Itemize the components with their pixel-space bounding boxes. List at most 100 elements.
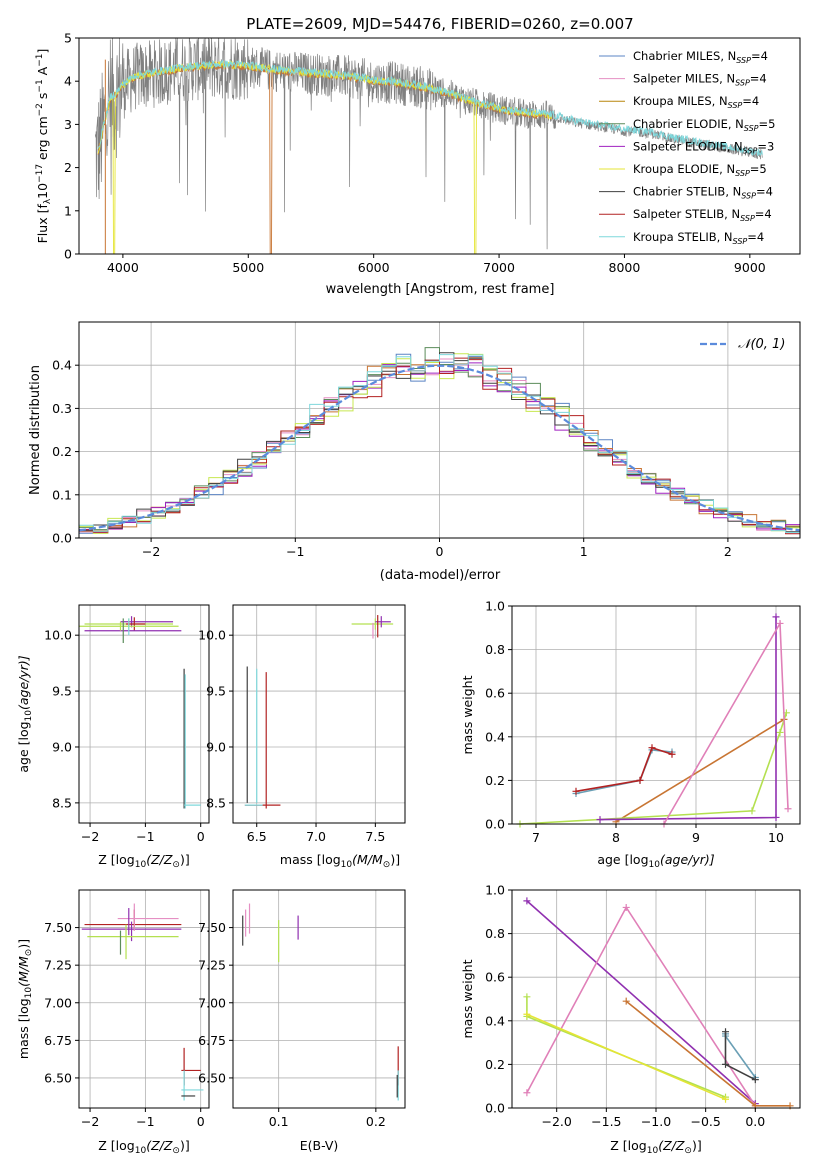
residual-legend-label: 𝒩(0, 1): [738, 337, 785, 352]
spectrum-ytick-label: 3: [64, 117, 72, 132]
spectrum-axes-frame: [78, 37, 801, 255]
spectrum-ytick-label: 1: [64, 203, 72, 218]
spectrum-xtick-label: 5000: [232, 260, 264, 275]
massweight-vs-age-point: [776, 728, 784, 736]
massweight-vs-z-data: [523, 897, 794, 1110]
mass-vs-z-ytick-label: 7.50: [44, 920, 72, 935]
residual-ytick-label: 0.3: [52, 401, 72, 416]
age-vs-mass-xtick-label: 6.5: [247, 829, 267, 844]
massweight-vs-z-point: [523, 993, 531, 1001]
massweight-vs-z-ytick-label: 0.2: [485, 1057, 505, 1072]
massweight-vs-age-point: [596, 816, 604, 824]
massweight-vs-z-series-line: [526, 900, 756, 1105]
spectrum-ytick-label: 4: [64, 74, 72, 89]
massweight-vs-z-point: [523, 897, 531, 905]
massweight-vs-z-point: [622, 997, 630, 1005]
massweight-vs-z-ylabel: mass weight: [460, 959, 475, 1038]
residual-histogram: [79, 357, 800, 535]
massweight-vs-age-xtick-label: 10: [768, 830, 784, 845]
residual-histogram: [79, 354, 800, 533]
massweight-vs-z-point: [751, 1076, 759, 1084]
mass-vs-z-xlabel: Z [log10(Z/Z⊙)]: [98, 1138, 189, 1156]
massweight-vs-age-panel: 7 8 9 10 0.0 0.2 0.4 0.6 0.8 1.0: [485, 599, 801, 845]
massweight-vs-age-point: [776, 619, 784, 627]
spectrum-legend: Chabrier MILES, NSSP=4 Salpeter MILES, NS…: [599, 49, 775, 246]
massweight-vs-z-series-line: [526, 1013, 726, 1101]
spectrum-xlabel: wavelength [Angstrom, rest frame]: [326, 282, 555, 297]
mass-vs-ebv-ytick-label: 6.75: [198, 1033, 226, 1048]
massweight-vs-age-point: [648, 744, 656, 752]
spectrum-legend-label: Kroupa ELODIE, NSSP=5: [633, 162, 767, 178]
spectrum-legend-label: Salpeter MILES, NSSP=4: [633, 72, 767, 88]
mass-vs-ebv-ytick-label: 7.25: [198, 958, 226, 973]
age-vs-mass-axes-frame: [232, 604, 406, 824]
age-vs-z-ytick-label: 10.0: [44, 628, 72, 643]
massweight-vs-z-ytick-label: 0.4: [485, 1013, 505, 1028]
age-vs-z-ytick-label: 8.5: [52, 795, 72, 810]
massweight-vs-age-series-line: [575, 746, 673, 793]
age-vs-z-xtick-label: −1: [136, 829, 154, 844]
residual-ytick-label: 0.4: [52, 358, 72, 373]
age-vs-mass-ytick-label: 9.0: [206, 739, 226, 754]
massweight-vs-age-point: [772, 613, 780, 621]
massweight-vs-z-point: [722, 1028, 730, 1036]
spectrum-legend-label: Salpeter STELIB, NSSP=4: [633, 207, 772, 223]
massweight-vs-age-data: [516, 613, 792, 828]
mass-vs-ebv-ytick-label: 7.50: [198, 920, 226, 935]
massweight-vs-z-point: [722, 1060, 730, 1068]
massweight-vs-age-ytick-label: 0.0: [485, 817, 505, 832]
massweight-vs-z-ytick-label: 0.0: [485, 1101, 505, 1116]
residual-ytick-label: 0.0: [52, 531, 72, 546]
massweight-vs-age-ytick-label: 0.8: [485, 642, 505, 657]
small-panels: −2 −1 0 8.5 9.0 9.5 10.0 Z [log10(Z/Z⊙)] age [lo…: [16, 599, 801, 1156]
mass-vs-ebv-axes-frame: [232, 889, 406, 1109]
age-vs-z-xtick-label: −2: [81, 829, 99, 844]
massweight-vs-z-ytick-label: 0.6: [485, 970, 505, 985]
age-vs-mass-data: [244, 615, 394, 809]
spectrum-xtick-label: 9000: [734, 260, 766, 275]
massweight-vs-age-ytick-label: 1.0: [485, 599, 505, 614]
massweight-vs-z-xlabel: Z [log10(Z/Z⊙)]: [610, 1138, 701, 1156]
residual-xtick-label: −1: [286, 544, 304, 559]
massweight-vs-age-series-line: [615, 718, 785, 823]
mass-vs-z-ytick-label: 7.00: [44, 995, 72, 1010]
residual-ytick-label: 0.2: [52, 444, 72, 459]
massweight-vs-z-ytick-label: 0.8: [485, 926, 505, 941]
massweight-vs-age-point: [748, 807, 756, 815]
massweight-vs-age-axes-frame: [511, 605, 801, 825]
massweight-vs-z-xtick-label: −2.0: [542, 1114, 572, 1129]
massweight-vs-age-point: [636, 776, 644, 784]
massweight-vs-z-xtick-label: −1.0: [641, 1114, 671, 1129]
spectrum-ytick-label: 0: [64, 247, 72, 262]
spectrum-xtick-label: 8000: [609, 260, 641, 275]
mass-vs-ebv-xtick-label: 0.2: [366, 1114, 386, 1129]
mass-vs-ebv-ytick-label: 6.50: [198, 1070, 226, 1085]
mass-vs-ebv-xlabel: E(B-V): [300, 1138, 339, 1153]
massweight-vs-z-point: [523, 1010, 531, 1018]
spectrum-model-cyan: [97, 59, 763, 157]
spectrum-panel: 4000 5000 6000 7000 8000 9000 0 1 2 3 4 5 wavelengt…: [35, 31, 801, 297]
mass-vs-ebv-xtick-label: 0.1: [269, 1114, 289, 1129]
residual-xtick-label: 0: [436, 544, 444, 559]
spectrum-ytick-label: 5: [64, 31, 72, 46]
residual-ticks: −2 −1 0 1 2 0.0 0.1 0.2 0.3 0.4: [52, 358, 732, 559]
mass-vs-z-ytick-label: 6.75: [44, 1033, 72, 1048]
figure-title: PLATE=2609, MJD=54476, FIBERID=0260, z=0…: [246, 15, 633, 33]
massweight-vs-z-xtick-label: −0.5: [690, 1114, 720, 1129]
residual-ylabel: Normed distribution: [28, 365, 43, 495]
massweight-vs-age-point: [572, 787, 580, 795]
spectrum-legend-label: Salpeter ELODIE, NSSP=3: [633, 139, 774, 155]
mass-vs-z-ytick-label: 6.50: [44, 1070, 72, 1085]
mass-vs-z-xtick-label: −2: [81, 1114, 99, 1129]
spectrum-ytick-label: 2: [64, 160, 72, 175]
massweight-vs-age-ytick-label: 0.6: [485, 686, 505, 701]
mass-vs-z-xtick-label: 0: [197, 1114, 205, 1129]
massweight-vs-age-ytick-label: 0.4: [485, 729, 505, 744]
massweight-vs-z-point: [722, 1095, 730, 1103]
mass-vs-z-xtick-label: −1: [136, 1114, 154, 1129]
massweight-vs-z-point: [622, 903, 630, 911]
residual-legend: 𝒩(0, 1): [700, 337, 785, 352]
mass-vs-ebv-ytick-label: 7.00: [198, 995, 226, 1010]
